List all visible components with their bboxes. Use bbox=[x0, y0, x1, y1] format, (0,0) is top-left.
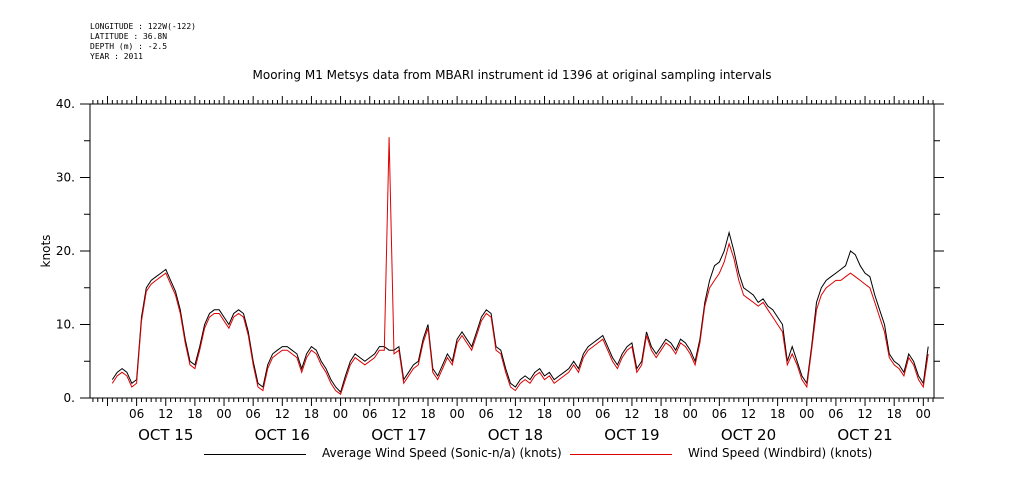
y-tick-label: 0. bbox=[64, 391, 75, 405]
plot-frame bbox=[89, 103, 935, 399]
x-tick-label: 12 bbox=[624, 407, 639, 421]
x-day-label: OCT 21 bbox=[837, 426, 892, 444]
x-tick-label: 06 bbox=[712, 407, 727, 421]
y-tick-label: 40. bbox=[56, 97, 75, 111]
x-tick-label: 00 bbox=[566, 407, 581, 421]
x-tick-label: 00 bbox=[333, 407, 348, 421]
x-day-label: OCT 17 bbox=[371, 426, 426, 444]
x-tick-label: 00 bbox=[449, 407, 464, 421]
x-day-label: OCT 20 bbox=[721, 426, 776, 444]
x-day-label: OCT 16 bbox=[255, 426, 310, 444]
x-tick-label: 00 bbox=[216, 407, 231, 421]
depth-text: DEPTH (m) : -2.5 bbox=[90, 42, 168, 51]
x-tick-label: 18 bbox=[420, 407, 435, 421]
x-day-label: OCT 15 bbox=[138, 426, 193, 444]
series-line-windbird bbox=[111, 137, 929, 396]
x-tick-label: 12 bbox=[857, 407, 872, 421]
x-tick-label: 12 bbox=[741, 407, 756, 421]
x-tick-label: 18 bbox=[537, 407, 552, 421]
x-day-label: OCT 19 bbox=[604, 426, 659, 444]
x-tick-label: 00 bbox=[683, 407, 698, 421]
legend-label-average: Average Wind Speed (Sonic-n/a) (knots) bbox=[322, 446, 562, 460]
y-axis-label: knots bbox=[39, 235, 53, 268]
x-tick-label: 12 bbox=[275, 407, 290, 421]
chart-title: Mooring M1 Metsys data from MBARI instru… bbox=[252, 68, 772, 82]
x-tick-label: 06 bbox=[828, 407, 843, 421]
y-tick-label: 20. bbox=[56, 244, 75, 258]
series-line-average bbox=[111, 230, 929, 394]
longitude-text: LONGITUDE : 122W(-122) bbox=[90, 22, 196, 31]
x-day-label: OCT 18 bbox=[488, 426, 543, 444]
x-tick-label: 12 bbox=[158, 407, 173, 421]
legend-line-average bbox=[204, 454, 306, 455]
x-tick-label: 06 bbox=[129, 407, 144, 421]
x-tick-label: 06 bbox=[362, 407, 377, 421]
x-tick-label: 00 bbox=[799, 407, 814, 421]
x-tick-label: 00 bbox=[916, 407, 931, 421]
x-tick-label: 18 bbox=[187, 407, 202, 421]
x-tick-label: 06 bbox=[595, 407, 610, 421]
x-tick-label: 12 bbox=[508, 407, 523, 421]
legend-label-windbird: Wind Speed (Windbird) (knots) bbox=[688, 446, 873, 460]
y-tick-label: 10. bbox=[56, 318, 75, 332]
x-tick-label: 06 bbox=[246, 407, 261, 421]
x-tick-label: 18 bbox=[887, 407, 902, 421]
x-tick-label: 18 bbox=[770, 407, 785, 421]
x-tick-label: 18 bbox=[653, 407, 668, 421]
latitude-text: LATITUDE : 36.8N bbox=[90, 32, 168, 41]
metadata-block: LONGITUDE : 122W(-122) LATITUDE : 36.8N … bbox=[90, 22, 196, 62]
x-tick-label: 12 bbox=[391, 407, 406, 421]
x-tick-label: 18 bbox=[304, 407, 319, 421]
legend-line-windbird bbox=[570, 454, 672, 455]
y-tick-label: 30. bbox=[56, 171, 75, 185]
x-tick-label: 06 bbox=[479, 407, 494, 421]
year-text: YEAR : 2011 bbox=[90, 52, 143, 61]
